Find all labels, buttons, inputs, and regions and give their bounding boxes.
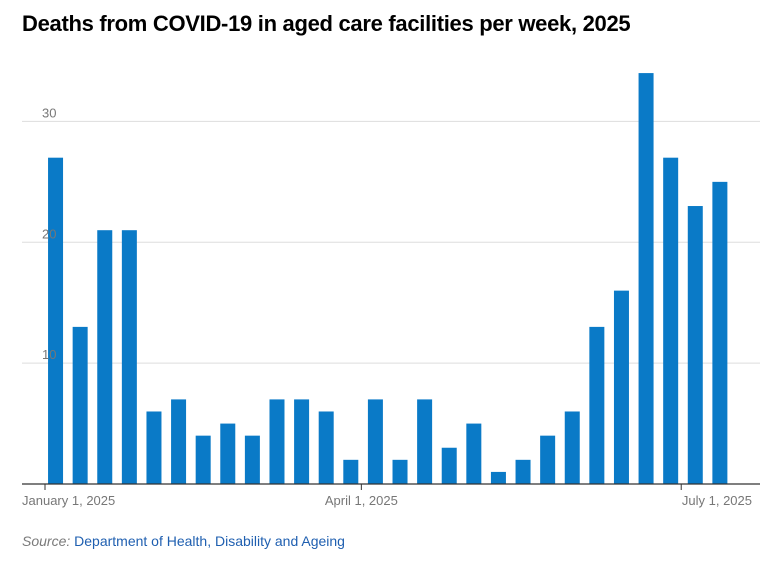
chart-title: Deaths from COVID-19 in aged care facili… [22, 11, 631, 36]
bar-2025-01-18 [97, 230, 113, 484]
bar-2025-05-31 [564, 411, 580, 484]
bar-2025-03-22 [318, 411, 334, 484]
bar-2025-06-07 [589, 326, 605, 484]
bar-2025-05-10 [490, 471, 506, 484]
bar-2025-04-05 [367, 399, 383, 484]
bar-2025-01-25 [121, 230, 137, 484]
bar-2025-03-08 [269, 399, 285, 484]
bar-2025-03-01 [244, 435, 260, 484]
y-tick-label-10: 10 [42, 347, 56, 362]
x-tick-label-0: January 1, 2025 [22, 493, 115, 508]
axes: 10 20 30 January 1, 2025 April 1, 2025 July 1… [22, 105, 760, 508]
y-tick-label-20: 20 [42, 226, 56, 241]
x-tick-label-1: April 1, 2025 [325, 493, 398, 508]
bar-2025-04-26 [441, 447, 457, 484]
bar-2025-06-21 [638, 73, 654, 484]
source-label: Source: [22, 533, 71, 549]
bar-2025-05-17 [515, 459, 531, 484]
bar-2025-02-15 [195, 435, 211, 484]
bar-2025-05-24 [540, 435, 556, 484]
bar-2025-07-05 [687, 206, 703, 484]
bar-2025-01-04 [48, 157, 64, 484]
bar-2025-06-28 [663, 157, 679, 484]
bar-2025-02-08 [171, 399, 187, 484]
source-line: Source: Department of Health, Disability… [22, 533, 345, 549]
source-link[interactable]: Department of Health, Disability and Age… [74, 533, 345, 549]
gridlines [22, 120, 760, 364]
y-tick-label-30: 30 [42, 105, 56, 120]
bar-2025-03-15 [294, 399, 310, 484]
bar-2025-03-29 [343, 459, 359, 484]
x-tick-label-2: July 1, 2025 [682, 493, 752, 508]
bar-2025-05-03 [466, 423, 482, 484]
bar-2025-02-22 [220, 423, 236, 484]
bars [48, 73, 728, 484]
bar-2025-07-12 [712, 181, 728, 484]
bar-2025-04-19 [417, 399, 433, 484]
bar-2025-06-14 [613, 290, 629, 484]
bar-2025-04-12 [392, 459, 408, 484]
bar-2025-02-01 [146, 411, 162, 484]
bar-2025-01-11 [72, 326, 88, 484]
